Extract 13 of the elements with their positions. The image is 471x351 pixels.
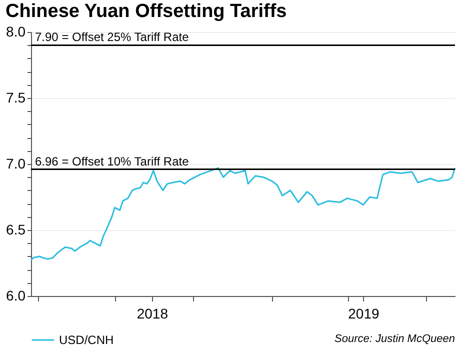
- chart-title: Chinese Yuan Offsetting Tariffs: [6, 1, 287, 22]
- x-tick-label: 2019: [348, 306, 380, 322]
- y-tick-label: 6.0: [6, 288, 26, 304]
- y-tick-label: 7.5: [6, 90, 26, 106]
- y-tick-label: 6.5: [6, 222, 26, 238]
- source-note: Source: Justin McQueen: [334, 333, 455, 345]
- legend-label: USD/CNH: [59, 333, 114, 347]
- ref-line-label: 6.96 = Offset 10% Tariff Rate: [35, 154, 190, 168]
- x-tick-label: 2018: [136, 306, 168, 322]
- line-series: [30, 167, 456, 262]
- y-tick-label: 8.0: [6, 24, 26, 40]
- ref-line-label: 7.90 = Offset 25% Tariff Rate: [35, 30, 190, 44]
- y-tick-label: 7.0: [6, 156, 26, 172]
